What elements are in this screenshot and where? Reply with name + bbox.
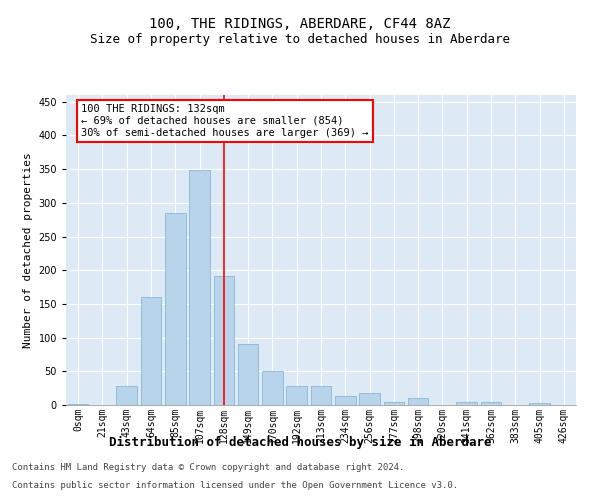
Bar — [116, 386, 137, 405]
Bar — [335, 396, 356, 405]
Text: 100 THE RIDINGS: 132sqm
← 69% of detached houses are smaller (854)
30% of semi-d: 100 THE RIDINGS: 132sqm ← 69% of detache… — [82, 104, 369, 138]
Bar — [383, 402, 404, 405]
Y-axis label: Number of detached properties: Number of detached properties — [23, 152, 33, 348]
Bar — [408, 398, 428, 405]
Bar — [262, 372, 283, 405]
Bar — [529, 403, 550, 405]
Text: Contains HM Land Registry data © Crown copyright and database right 2024.: Contains HM Land Registry data © Crown c… — [12, 464, 404, 472]
Text: Contains public sector information licensed under the Open Government Licence v3: Contains public sector information licen… — [12, 481, 458, 490]
Bar — [311, 386, 331, 405]
Text: Size of property relative to detached houses in Aberdare: Size of property relative to detached ho… — [90, 32, 510, 46]
Text: 100, THE RIDINGS, ABERDARE, CF44 8AZ: 100, THE RIDINGS, ABERDARE, CF44 8AZ — [149, 18, 451, 32]
Bar — [68, 404, 88, 405]
Bar — [238, 344, 259, 405]
Text: Distribution of detached houses by size in Aberdare: Distribution of detached houses by size … — [109, 436, 491, 449]
Bar — [165, 213, 185, 405]
Bar — [214, 276, 234, 405]
Bar — [481, 402, 502, 405]
Bar — [457, 402, 477, 405]
Bar — [140, 297, 161, 405]
Bar — [286, 386, 307, 405]
Bar — [189, 170, 210, 405]
Bar — [359, 393, 380, 405]
